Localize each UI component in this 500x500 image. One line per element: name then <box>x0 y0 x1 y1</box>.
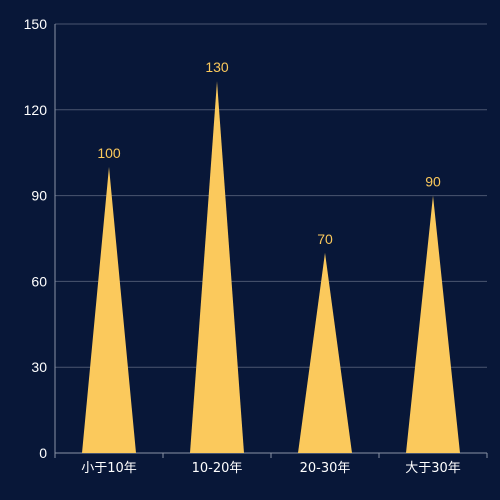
y-tick-label: 60 <box>31 273 47 289</box>
data-label: 70 <box>317 231 333 247</box>
y-tick-label: 0 <box>39 445 47 461</box>
triangle-bar <box>406 195 460 453</box>
data-label: 130 <box>205 59 229 75</box>
triangle-bar <box>298 252 352 453</box>
data-label: 90 <box>425 174 441 190</box>
x-category-label: 大于30年 <box>405 461 461 476</box>
x-category-label: 10-20年 <box>192 461 243 476</box>
y-tick-label: 30 <box>31 359 47 375</box>
triangle-bar <box>190 81 244 453</box>
data-label: 100 <box>97 145 121 161</box>
y-tick-label: 150 <box>24 16 48 32</box>
triangle-bar <box>82 167 136 453</box>
x-category-label: 小于10年 <box>81 461 137 476</box>
y-tick-label: 90 <box>31 188 47 204</box>
x-category-label: 20-30年 <box>300 461 351 476</box>
y-tick-label: 120 <box>24 102 48 118</box>
